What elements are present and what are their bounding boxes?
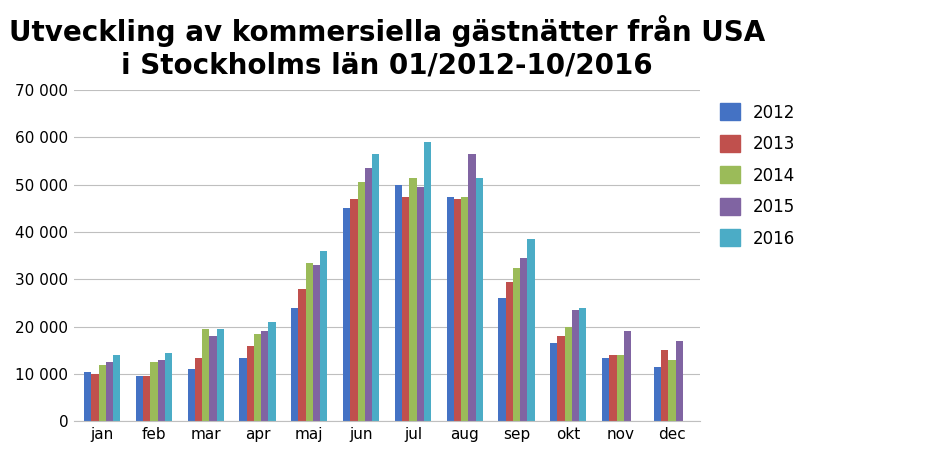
Bar [151, 362, 157, 421]
Bar [91, 374, 98, 421]
Bar [616, 355, 624, 421]
Bar [624, 331, 631, 421]
Bar [609, 355, 616, 421]
Bar [669, 360, 675, 421]
Bar [580, 308, 586, 421]
Bar [417, 187, 424, 421]
Bar [240, 357, 246, 421]
Bar [320, 251, 328, 421]
Legend: 2012, 2013, 2014, 2015, 2016: 2012, 2013, 2014, 2015, 2016 [713, 97, 802, 254]
Bar [365, 168, 372, 421]
Title: Utveckling av kommersiella gästnätter från USA
i Stockholms län 01/2012-10/2016: Utveckling av kommersiella gästnätter fr… [9, 15, 765, 80]
Bar [98, 365, 106, 421]
Bar [261, 331, 268, 421]
Bar [165, 353, 172, 421]
Bar [268, 322, 276, 421]
Bar [498, 298, 506, 421]
Bar [513, 268, 520, 421]
Bar [350, 199, 358, 421]
Bar [395, 185, 402, 421]
Bar [447, 197, 454, 421]
Bar [343, 208, 350, 421]
Bar [653, 367, 661, 421]
Bar [306, 263, 313, 421]
Bar [372, 154, 380, 421]
Bar [461, 197, 469, 421]
Bar [188, 369, 195, 421]
Bar [454, 199, 461, 421]
Bar [402, 197, 409, 421]
Bar [409, 178, 417, 421]
Bar [550, 343, 558, 421]
Bar [527, 239, 535, 421]
Bar [602, 357, 609, 421]
Bar [195, 357, 202, 421]
Bar [84, 372, 91, 421]
Bar [135, 377, 143, 421]
Bar [358, 182, 365, 421]
Bar [292, 308, 298, 421]
Bar [572, 310, 580, 421]
Bar [424, 142, 431, 421]
Bar [157, 360, 165, 421]
Bar [506, 282, 513, 421]
Bar [675, 341, 683, 421]
Bar [313, 265, 320, 421]
Bar [558, 336, 564, 421]
Bar [254, 334, 261, 421]
Bar [469, 154, 475, 421]
Bar [217, 329, 223, 421]
Bar [106, 362, 113, 421]
Bar [143, 377, 151, 421]
Bar [246, 345, 254, 421]
Bar [520, 258, 527, 421]
Bar [661, 351, 669, 421]
Bar [475, 178, 483, 421]
Bar [209, 336, 217, 421]
Bar [113, 355, 120, 421]
Bar [202, 329, 209, 421]
Bar [564, 327, 572, 421]
Bar [298, 289, 306, 421]
